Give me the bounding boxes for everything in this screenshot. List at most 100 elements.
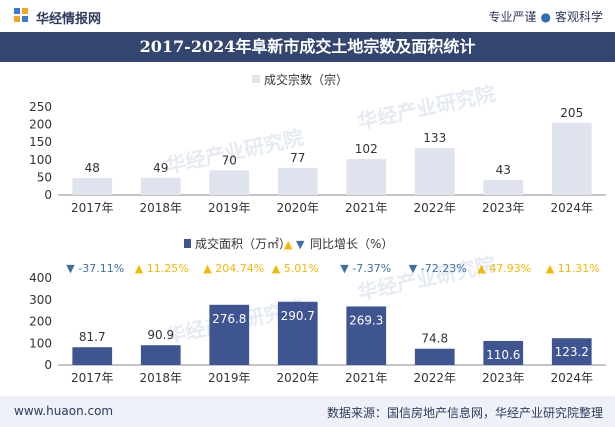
x-tick-label: 2019年	[208, 371, 251, 385]
data-label: 81.7	[79, 330, 106, 344]
data-label: 70	[222, 153, 237, 167]
bar	[483, 340, 524, 365]
bar	[209, 304, 250, 365]
growth-value: 11.25%	[147, 262, 189, 275]
footer-source: 数据来源：国信房地产信息网，华经产业研究院整理	[326, 406, 603, 420]
data-label: 102	[355, 142, 378, 156]
growth-value: 5.01%	[284, 262, 319, 275]
slogan-right: 客观科学	[554, 10, 603, 24]
x-tick-label: 2024年	[550, 201, 593, 215]
growth-label: ▼ -7.37%	[340, 262, 391, 275]
x-tick-label: 2022年	[413, 371, 456, 385]
data-label: 77	[290, 151, 305, 165]
arrow-down-icon: ▼	[409, 262, 418, 275]
arrow-up-icon: ▲	[546, 262, 555, 275]
data-label: 49	[153, 161, 168, 175]
x-tick-label: 2023年	[482, 371, 525, 385]
data-label: 74.8	[421, 332, 448, 346]
growth-label: ▼ -72.23%	[409, 262, 467, 275]
growth-value: 204.74%	[215, 262, 264, 275]
bar	[346, 306, 387, 365]
watermark-text: 华经产业研究院	[355, 252, 497, 305]
slogan-separator: ●	[540, 10, 551, 24]
y-tick-label: 200	[29, 315, 52, 329]
bar	[551, 122, 592, 195]
bar	[551, 338, 592, 365]
y-tick-label: 400	[29, 271, 52, 285]
x-tick-label: 2019年	[208, 201, 251, 215]
chart-title: 2017-2024年阜新市成交土地宗数及面积统计	[0, 32, 615, 62]
growth-value: -7.37%	[352, 262, 391, 275]
arrow-up-icon: ▲	[477, 262, 486, 275]
data-label: 269.3	[349, 313, 383, 327]
x-tick-label: 2024年	[550, 371, 593, 385]
growth-value: 47.93%	[489, 262, 531, 275]
data-label: 43	[496, 163, 511, 177]
top-bar: 华经情报网 专业严谨 ● 客观科学	[0, 0, 615, 32]
arrow-down-icon: ▼	[66, 262, 75, 275]
growth-value: 11.31%	[558, 262, 600, 275]
x-tick-label: 2021年	[345, 371, 388, 385]
growth-label: ▲ 204.74%	[203, 262, 264, 275]
chart-count: 成交宗数（宗）华经产业研究院华经产业研究院0501001502002504820…	[29, 72, 606, 215]
x-tick-label: 2020年	[276, 201, 319, 215]
data-label: 133	[423, 131, 446, 145]
legend-swatch	[252, 75, 260, 83]
data-label: 205	[560, 106, 583, 120]
arrow-up-icon: ▲	[203, 262, 212, 275]
growth-label: ▲ 47.93%	[477, 262, 531, 275]
legend-swatch	[184, 239, 191, 248]
bar	[277, 167, 318, 195]
data-label: 290.7	[281, 309, 315, 323]
bar	[483, 179, 524, 195]
watermark-text: 华经产业研究院	[355, 81, 497, 134]
growth-value: -72.23%	[421, 262, 467, 275]
growth-label: ▲ 11.25%	[135, 262, 189, 275]
legend-label: 成交面积（万㎡）	[195, 236, 291, 251]
y-tick-label: 150	[29, 135, 52, 149]
y-tick-label: 100	[29, 153, 52, 167]
x-tick-label: 2018年	[139, 201, 182, 215]
data-label: 123.2	[555, 345, 589, 359]
data-label: 48	[85, 161, 100, 175]
arrow-down-icon: ▼	[340, 262, 349, 275]
growth-label: ▼ -37.11%	[66, 262, 124, 275]
x-tick-label: 2020年	[276, 371, 319, 385]
footer: www.huaon.com 数据来源：国信房地产信息网，华经产业研究院整理	[0, 396, 615, 427]
logo-icon	[14, 8, 28, 22]
y-tick-label: 100	[29, 336, 52, 350]
x-tick-label: 2018年	[139, 371, 182, 385]
chart-area: 成交面积（万㎡）▲▼同比增长（%）华经产业研究院华经产业研究院010020030…	[29, 236, 606, 385]
bar	[414, 148, 455, 195]
legend-down-icon: ▼	[296, 238, 305, 251]
bar	[346, 159, 387, 195]
footer-website: www.huaon.com	[14, 404, 114, 418]
bar	[277, 301, 318, 365]
bar	[140, 177, 181, 195]
legend-up-icon: ▲	[284, 238, 293, 251]
arrow-up-icon: ▲	[135, 262, 144, 275]
x-tick-label: 2023年	[482, 201, 525, 215]
data-label: 110.6	[486, 348, 520, 362]
bar	[72, 347, 113, 365]
bar	[140, 345, 181, 365]
y-tick-label: 250	[29, 100, 52, 114]
bar	[414, 348, 455, 365]
growth-label: ▲ 5.01%	[272, 262, 319, 275]
bar	[209, 170, 250, 195]
y-tick-label: 200	[29, 118, 52, 132]
slogan: 专业严谨 ● 客观科学	[488, 8, 603, 25]
data-label: 276.8	[212, 312, 246, 326]
x-tick-label: 2017年	[71, 201, 114, 215]
brand-name: 华经情报网	[36, 12, 102, 27]
legend-label: 成交宗数（宗）	[264, 72, 348, 87]
x-tick-label: 2021年	[345, 201, 388, 215]
y-tick-label: 50	[37, 170, 52, 184]
arrow-up-icon: ▲	[272, 262, 281, 275]
growth-value: -37.11%	[78, 262, 124, 275]
x-tick-label: 2022年	[413, 201, 456, 215]
x-tick-label: 2017年	[71, 371, 114, 385]
slogan-left: 专业严谨	[488, 10, 537, 24]
legend-label: 同比增长（%）	[310, 237, 393, 251]
bar	[72, 178, 113, 195]
